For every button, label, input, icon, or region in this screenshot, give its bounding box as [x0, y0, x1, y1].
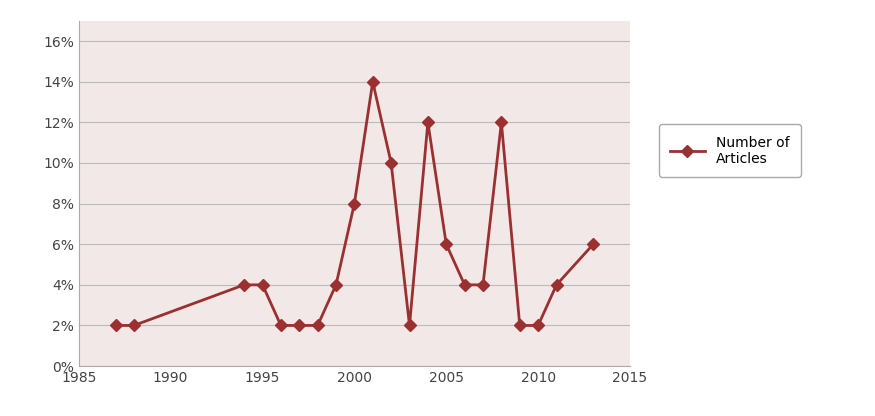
Number of
Articles — [239, 282, 249, 287]
Number of
Articles — [386, 161, 396, 166]
Number of
Articles — [312, 323, 323, 328]
Number of
Articles — [423, 120, 433, 125]
Number of
Articles — [368, 79, 378, 84]
Number of
Articles — [496, 120, 507, 125]
Number of
Articles — [129, 323, 139, 328]
Number of
Articles — [533, 323, 543, 328]
Legend: Number of
Articles: Number of Articles — [659, 124, 801, 177]
Number of
Articles — [331, 282, 341, 287]
Number of
Articles — [588, 242, 598, 247]
Line: Number of
Articles: Number of Articles — [111, 77, 598, 329]
Number of
Articles — [514, 323, 525, 328]
Number of
Articles — [349, 201, 360, 206]
Number of
Articles — [276, 323, 286, 328]
Number of
Articles — [294, 323, 304, 328]
Number of
Articles — [110, 323, 121, 328]
Number of
Articles — [441, 242, 452, 247]
Number of
Articles — [478, 282, 488, 287]
Number of
Articles — [551, 282, 562, 287]
Number of
Articles — [404, 323, 415, 328]
Number of
Articles — [459, 282, 470, 287]
Number of
Articles — [257, 282, 268, 287]
